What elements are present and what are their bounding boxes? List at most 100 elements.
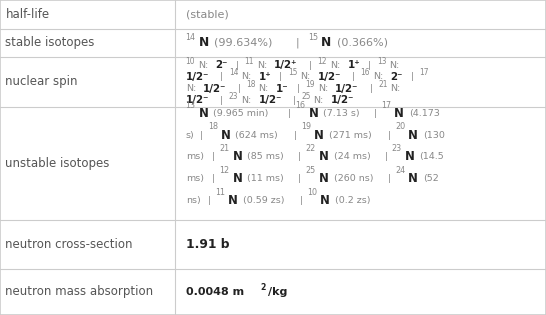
Text: N:: N: (198, 61, 208, 70)
Text: 1/2⁺: 1/2⁺ (274, 60, 298, 70)
Text: 15: 15 (308, 33, 318, 42)
Text: unstable isotopes: unstable isotopes (5, 157, 110, 169)
Text: (624 ms): (624 ms) (235, 131, 278, 140)
Text: 11: 11 (245, 56, 254, 66)
Text: N: N (319, 172, 329, 185)
Text: 1/2⁻: 1/2⁻ (186, 95, 209, 106)
Text: 2⁻: 2⁻ (390, 72, 403, 82)
Text: N:: N: (390, 84, 401, 93)
Text: |: | (298, 174, 301, 183)
Text: N: N (405, 151, 414, 163)
Text: 2⁻: 2⁻ (216, 60, 228, 70)
Text: N: N (319, 151, 329, 163)
Text: 1/2⁻: 1/2⁻ (331, 95, 354, 106)
Text: |: | (238, 84, 241, 93)
Text: 12: 12 (219, 166, 230, 175)
Text: 10: 10 (307, 188, 317, 197)
Text: |: | (294, 131, 297, 140)
Text: N:: N: (330, 61, 340, 70)
Text: 17: 17 (419, 68, 429, 77)
Text: 23: 23 (229, 92, 238, 101)
Text: N: N (408, 172, 418, 185)
Text: (11 ms): (11 ms) (247, 174, 284, 183)
Text: (0.2 zs): (0.2 zs) (335, 196, 371, 205)
Text: 25: 25 (306, 166, 316, 175)
Text: N:: N: (241, 96, 251, 105)
Text: 19: 19 (301, 123, 311, 131)
Text: N: N (221, 129, 230, 142)
Text: 11: 11 (216, 188, 225, 197)
Text: (52: (52 (423, 174, 439, 183)
Text: 10: 10 (186, 56, 195, 66)
Text: 19: 19 (305, 80, 315, 89)
Text: |: | (208, 196, 211, 205)
Text: |: | (212, 174, 215, 183)
Text: |: | (373, 109, 377, 118)
Text: |: | (288, 109, 291, 118)
Text: 12: 12 (317, 56, 327, 66)
Text: N: N (394, 107, 404, 120)
Text: (85 ms): (85 ms) (247, 152, 284, 162)
Text: (7.13 s): (7.13 s) (323, 109, 360, 118)
Text: N: N (233, 151, 242, 163)
Text: N:: N: (259, 84, 269, 93)
Text: 1/2⁻: 1/2⁻ (258, 95, 282, 106)
Text: 15: 15 (288, 68, 297, 77)
Text: 21: 21 (378, 80, 388, 89)
Text: |: | (298, 152, 301, 162)
Text: 1/2⁻: 1/2⁻ (186, 72, 209, 82)
Text: |: | (220, 72, 223, 81)
Text: N:: N: (257, 61, 267, 70)
Text: ms): ms) (186, 152, 204, 162)
Text: (0.59 zs): (0.59 zs) (243, 196, 284, 205)
Text: N: N (321, 37, 331, 49)
Text: |: | (293, 96, 296, 105)
Text: |: | (411, 72, 414, 81)
Text: 17: 17 (381, 101, 391, 110)
Text: N: N (321, 194, 330, 207)
Text: (14.5: (14.5 (419, 152, 444, 162)
Text: 2: 2 (260, 283, 266, 292)
Text: (0.366%): (0.366%) (337, 38, 388, 48)
Text: 1/2⁻: 1/2⁻ (203, 84, 227, 94)
Text: N: N (199, 107, 208, 120)
Text: N: N (308, 107, 318, 120)
Text: ms): ms) (186, 174, 204, 183)
Text: 13: 13 (186, 101, 195, 110)
Text: 14: 14 (229, 68, 238, 77)
Text: |: | (236, 61, 239, 70)
Text: 16: 16 (360, 68, 370, 77)
Text: 22: 22 (306, 144, 316, 153)
Text: |: | (309, 61, 312, 70)
Text: |: | (368, 61, 371, 70)
Text: (130: (130 (423, 131, 444, 140)
Text: 25: 25 (301, 92, 311, 101)
Text: 0.0048 m: 0.0048 m (186, 287, 244, 297)
Text: 1/2⁻: 1/2⁻ (335, 84, 359, 94)
Text: |: | (295, 38, 299, 48)
Text: ns): ns) (186, 196, 200, 205)
Text: 16: 16 (295, 101, 306, 110)
Text: 1⁺: 1⁺ (347, 60, 360, 70)
Text: (99.634%): (99.634%) (215, 38, 273, 48)
Text: |: | (200, 131, 204, 140)
Text: (24 ms): (24 ms) (334, 152, 370, 162)
Text: N:: N: (373, 72, 383, 81)
Text: N: N (199, 37, 209, 49)
Text: |: | (300, 196, 303, 205)
Text: nuclear spin: nuclear spin (5, 75, 78, 89)
Text: |: | (279, 72, 282, 81)
Text: |: | (297, 84, 300, 93)
Text: /kg: /kg (268, 287, 287, 297)
Text: 20: 20 (395, 123, 405, 131)
Text: 1/2⁻: 1/2⁻ (317, 72, 341, 82)
Text: |: | (370, 84, 373, 93)
Text: 23: 23 (392, 144, 402, 153)
Text: 1.91 b: 1.91 b (186, 238, 229, 251)
Text: (9.965 min): (9.965 min) (213, 109, 269, 118)
Text: neutron cross-section: neutron cross-section (5, 238, 133, 251)
Text: N: N (314, 129, 324, 142)
Text: |: | (220, 96, 223, 105)
Text: |: | (384, 152, 388, 162)
Text: neutron mass absorption: neutron mass absorption (5, 285, 153, 298)
